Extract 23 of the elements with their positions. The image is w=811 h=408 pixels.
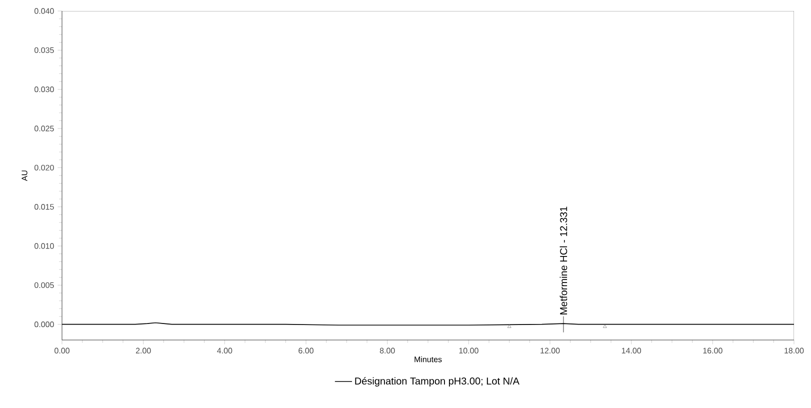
y-axis-title: AU [22, 170, 28, 182]
x-tick-label: 18.00 [784, 348, 804, 354]
x-tick-label: 10.00 [459, 348, 478, 354]
y-tick-label: 0.025 [34, 126, 54, 132]
y-tick-label: 0.040 [34, 8, 54, 14]
y-tick-label: 0.000 [34, 322, 54, 328]
x-tick-label: 16.00 [703, 348, 722, 354]
y-tick-label: 0.015 [34, 204, 54, 210]
x-tick-label: 8.00 [380, 348, 395, 354]
annotation: Metformine HCl - 12.331 [560, 206, 568, 314]
x-tick-label: 12.00 [540, 348, 560, 354]
y-tick-label: 0.030 [34, 86, 54, 92]
x-axis-title: Minutes [414, 356, 442, 362]
x-tick-label: 6.00 [298, 348, 314, 354]
y-tick-label: 0.035 [34, 47, 54, 53]
x-tick-label: 4.00 [217, 348, 232, 354]
y-tick-label: 0.020 [34, 164, 54, 170]
x-tick-label: 14.00 [622, 348, 642, 354]
x-tick-label: 0.00 [54, 348, 70, 354]
legend-label: Désignation Tampon pH3.00; Lot N/A [355, 377, 520, 387]
x-tick-label: 2.00 [136, 348, 151, 354]
y-tick-label: 0.005 [34, 282, 54, 288]
y-tick-label: 0.010 [34, 243, 54, 249]
